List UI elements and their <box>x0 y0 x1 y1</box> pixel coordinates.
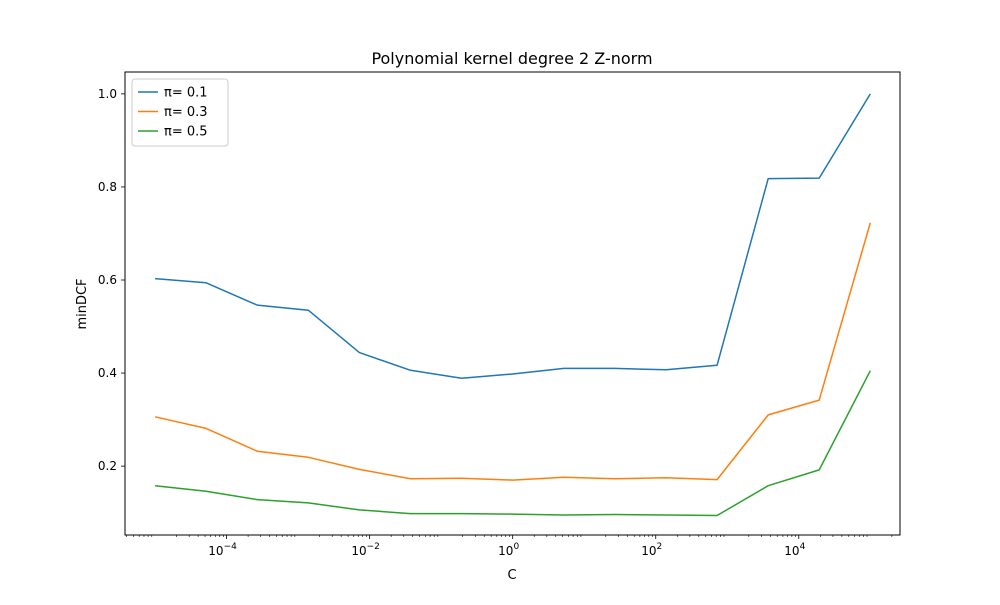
y-tick-label: 0.4 <box>98 366 117 380</box>
x-tick-label: 102 <box>641 542 662 558</box>
series-line-3 <box>155 370 871 517</box>
legend-label-3: π= 0.5 <box>164 125 208 140</box>
x-axis-ticks: 10−4 10−2 100 102 104 <box>126 535 893 558</box>
chart-title: Polynomial kernel degree 2 Z-norm <box>371 49 652 68</box>
legend-label-2: π= 0.3 <box>164 105 208 120</box>
x-tick-label: 104 <box>784 542 805 558</box>
legend-label-1: π= 0.1 <box>164 86 208 101</box>
legend-box <box>131 78 229 147</box>
y-axis-ticks: 0.2 0.4 0.6 0.8 1.0 <box>98 87 125 473</box>
x-tick-label: 10−2 <box>351 542 380 558</box>
legend: π= 0.1 π= 0.3 π= 0.5 <box>131 78 229 147</box>
series-line-2 <box>154 222 872 481</box>
y-tick-label: 0.2 <box>98 459 117 473</box>
y-tick-label: 0.6 <box>98 273 117 287</box>
x-tick-label: 100 <box>498 542 519 558</box>
series-lines <box>154 93 872 517</box>
y-tick-label: 1.0 <box>98 87 117 101</box>
series-line-1 <box>155 93 871 379</box>
x-axis-label: C <box>507 568 516 583</box>
x-tick-label: 10−4 <box>208 542 237 558</box>
plot-frame <box>124 71 901 536</box>
y-tick-label: 0.8 <box>98 180 117 194</box>
y-axis-label: minDCF <box>75 278 90 329</box>
